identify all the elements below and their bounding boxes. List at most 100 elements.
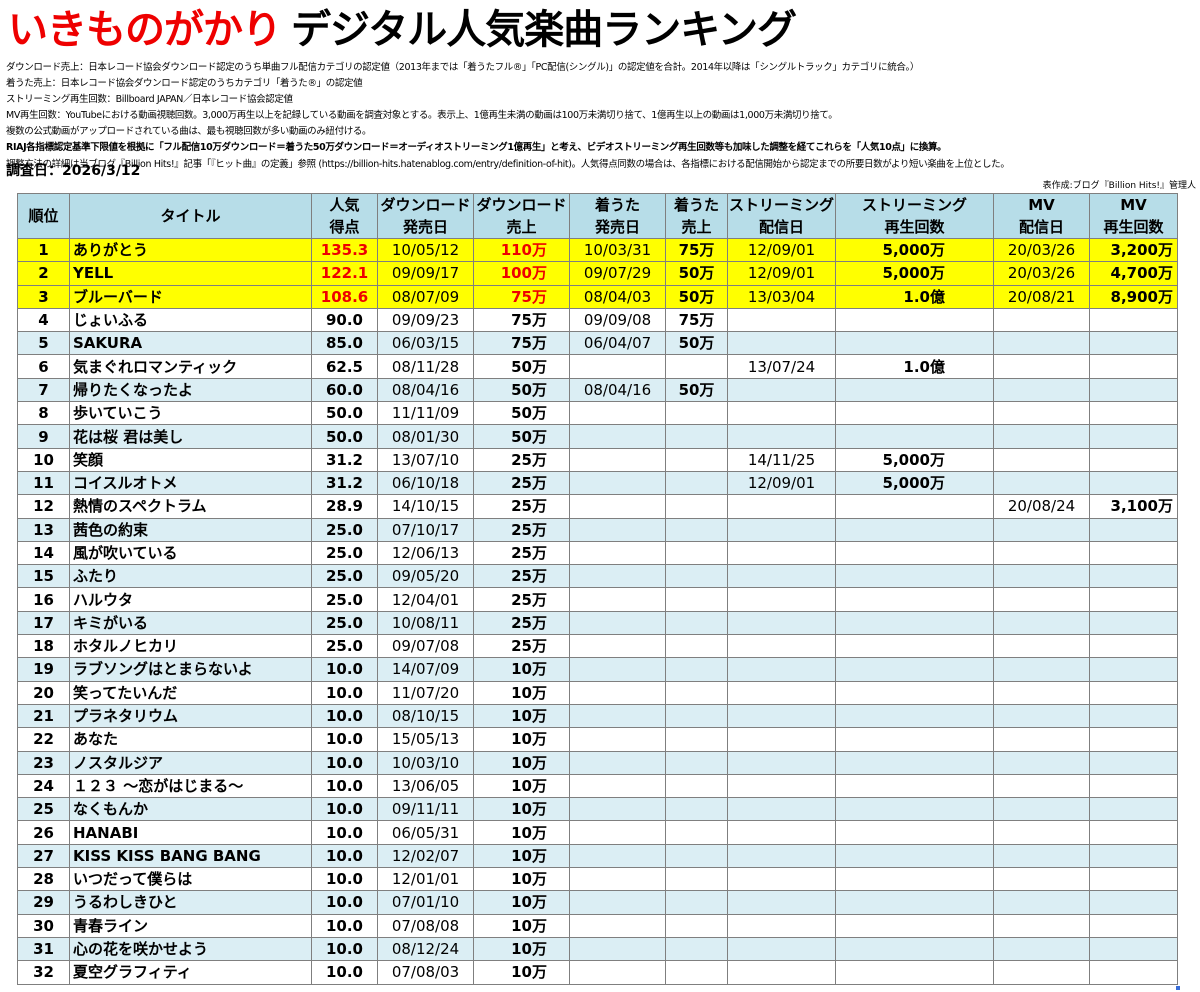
dl-date-cell: 09/05/20 [377,564,474,589]
dl-sales-cell: 10万 [473,727,570,752]
dl-date-cell: 06/05/31 [377,820,474,845]
mv-date-cell [993,354,1090,379]
score-cell: 50.0 [311,401,378,426]
st-plays-cell [835,750,994,775]
mv-date-cell [993,843,1090,869]
chaku-date-cell: 09/09/08 [569,307,666,333]
title-cell: 茜色の約束 [69,517,312,542]
dl-date-cell: 09/09/23 [377,307,474,333]
title-cell: キミがいる [69,610,312,636]
title-cell: HANABI [69,820,312,845]
score-cell: 31.2 [311,470,378,496]
rank-cell: 14 [17,540,70,566]
mv-plays-cell [1089,377,1178,403]
dl-sales-cell: 25万 [473,610,570,636]
dl-sales-cell: 10万 [473,657,570,682]
title-cell: 心の花を咲かせよう [69,936,312,962]
rank-cell: 16 [17,587,70,612]
chaku-date-cell [569,703,666,729]
dl-sales-cell: 10万 [473,750,570,775]
title-cell: ふたり [69,564,312,589]
note-line: 複数の公式動画がアップロードされている曲は、最も視聴回数が多い動画のみ紐付ける。 [6,126,372,138]
survey-date: 調査日：2026/3/12 [6,163,141,179]
st-date-cell [727,657,836,682]
rank-cell: 26 [17,820,70,845]
title-cell: 気まぐれロマンティック [69,354,312,379]
st-plays-cell [835,401,994,426]
mv-date-cell [993,680,1090,705]
chaku-sales-cell [665,424,728,449]
mv-date-cell: 20/03/26 [993,237,1090,263]
mv-date-cell [993,540,1090,566]
chaku-date-cell [569,820,666,845]
chaku-sales-cell [665,634,728,659]
chaku-sales-cell [665,913,728,938]
dl-date-cell: 06/03/15 [377,331,474,356]
resize-handle[interactable] [1176,986,1180,990]
note-line: 調整方法の詳細は当ブログ『Billion Hits!』記事「『ヒット曲』の定義」… [6,158,1010,170]
dl-sales-cell: 10万 [473,913,570,938]
chaku-date-cell [569,960,666,985]
dl-date-cell: 11/07/20 [377,680,474,705]
dl-date-cell: 07/08/08 [377,913,474,938]
table-header-row: 順位 タイトル 人気 得点 ダウンロード 発売日 ダウンロード 売上 着うた 発売日 着… [17,193,1178,239]
mv-plays-cell [1089,634,1178,659]
chaku-sales-cell [665,517,728,542]
st-date-cell [727,936,836,962]
chaku-date-cell [569,680,666,705]
chaku-date-cell [569,750,666,775]
dl-date-cell: 12/04/01 [377,587,474,612]
chaku-date-cell [569,797,666,822]
chaku-date-cell [569,727,666,752]
dl-sales-cell: 10万 [473,843,570,869]
score-cell: 25.0 [311,564,378,589]
score-cell: 31.2 [311,447,378,472]
chaku-sales-cell [665,960,728,985]
rank-cell: 22 [17,727,70,752]
header-line: 人気 [329,196,360,214]
st-date-cell [727,890,836,915]
st-date-cell: 13/03/04 [727,284,836,309]
mv-date-cell [993,564,1090,589]
score-cell: 10.0 [311,680,378,705]
chaku-sales-cell: 50万 [665,331,728,356]
st-plays-cell: 1.0億 [835,354,994,379]
chaku-date-cell [569,890,666,915]
chaku-date-cell: 08/04/03 [569,284,666,309]
table-row: 19 ラブソングはとまらないよ 10.0 14/07/09 10万 [17,657,1178,682]
table-row: 17 キミがいる 25.0 10/08/11 25万 [17,610,1178,636]
chaku-sales-cell [665,773,728,799]
title-cell: あなた [69,727,312,752]
dl-date-cell: 12/06/13 [377,540,474,566]
st-date-cell [727,820,836,845]
title-cell: ブルーバード [69,284,312,309]
chaku-date-cell [569,424,666,449]
header-chaku-date: 着うた 発売日 [569,193,666,239]
table-row: 5 SAKURA 85.0 06/03/15 75万 06/04/07 50万 [17,331,1178,356]
dl-date-cell: 07/01/10 [377,890,474,915]
table-row: 28 いつだって僕らは 10.0 12/01/01 10万 [17,867,1178,892]
dl-date-cell: 13/06/05 [377,773,474,799]
mv-date-cell [993,401,1090,426]
rank-cell: 19 [17,657,70,682]
table-row: 7 帰りたくなったよ 60.0 08/04/16 50万 08/04/16 50万 [17,377,1178,403]
mv-plays-cell [1089,703,1178,729]
st-plays-cell [835,820,994,845]
dl-sales-cell: 75万 [473,331,570,356]
dl-date-cell: 10/05/12 [377,237,474,263]
title-cell: 風が吹いている [69,540,312,566]
note-line: ダウンロード売上：日本レコード協会ダウンロード認定のうち単曲フル配信カテゴリの認… [6,62,920,73]
chaku-date-cell [569,587,666,612]
notes-block: ダウンロード売上：日本レコード協会ダウンロード認定のうち単曲フル配信カテゴリの認… [6,60,1196,173]
rank-cell: 29 [17,890,70,915]
dl-sales-cell: 10万 [473,820,570,845]
score-cell: 122.1 [311,261,378,286]
rank-cell: 24 [17,773,70,799]
title-cell: SAKURA [69,331,312,356]
st-date-cell [727,797,836,822]
header-line: 着うた [673,196,719,214]
st-plays-cell [835,773,994,799]
header-chaku-sales: 着うた 売上 [665,193,728,239]
score-cell: 10.0 [311,960,378,985]
rank-cell: 25 [17,797,70,822]
